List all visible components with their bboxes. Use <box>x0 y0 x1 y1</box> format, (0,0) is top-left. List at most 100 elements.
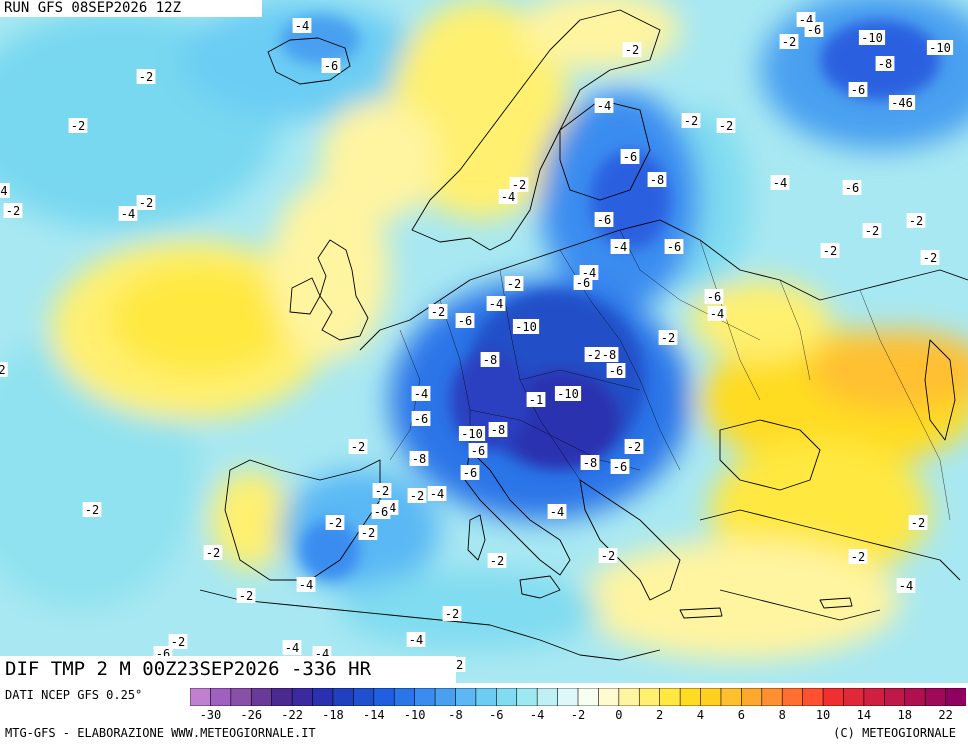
map-value-label-text: -2 <box>684 114 698 128</box>
colorbar-swatch <box>802 688 824 706</box>
colorbar-swatch <box>190 688 212 706</box>
map-value-label: -4 <box>610 239 630 254</box>
map-value-label-bg <box>504 276 524 291</box>
map-value-label: -46 <box>888 95 916 110</box>
map-value-label-bg <box>509 177 529 192</box>
map-value-label-text: -8 <box>878 57 892 71</box>
colorbar-tick-labels: -30-26-22-18-14-10-8-6-4-202468101418223… <box>190 708 966 722</box>
map-value-label-bg <box>908 515 928 530</box>
map-value-label-bg <box>647 172 667 187</box>
map-value-label: -10 <box>512 319 540 334</box>
map-value-label: -6 <box>842 180 862 195</box>
map-value-label: -8 <box>647 172 667 187</box>
colorbar-swatch <box>455 688 477 706</box>
colorbar-tick: -18 <box>322 708 344 722</box>
map-value-label-bg <box>594 212 614 227</box>
map-value-label-bg <box>598 548 618 563</box>
colorbar-tick: 14 <box>856 708 872 722</box>
map-value-label-bg <box>658 330 678 345</box>
map-value-label-text: -8 <box>602 348 616 362</box>
map-value-label-bg <box>282 640 302 655</box>
map-value-label: -6 <box>848 82 868 97</box>
map-value-label-bg <box>862 223 882 238</box>
map-value-label-text: -2 <box>661 331 675 345</box>
map-value-label: -8 <box>480 352 500 367</box>
map-value-label-text: -2 <box>507 277 521 291</box>
colorbar-swatch <box>210 688 232 706</box>
map-value-label-bg <box>906 213 926 228</box>
map-value-label: -6 <box>411 411 431 426</box>
map-value-label: -2 <box>622 42 642 57</box>
map-value-label-bg <box>296 577 316 592</box>
map-value-label-text: -8 <box>650 173 664 187</box>
colorbar-swatch <box>884 688 906 706</box>
map-value-label-text: -4 <box>597 99 611 113</box>
colorbar-swatch <box>271 688 293 706</box>
map-value-label-text: -10 <box>929 41 951 55</box>
colorbar-tick: -22 <box>281 708 303 722</box>
credit-right: (C) METEOGIORNALE <box>833 726 956 740</box>
map-value-label: 2 <box>0 362 8 377</box>
map-value-label-text: -2 <box>627 440 641 454</box>
map-value-label-text: -2 <box>909 214 923 228</box>
map-value-label-text: -6 <box>414 412 428 426</box>
map-value-label: -2 <box>442 606 462 621</box>
map-value-label-bg <box>526 392 546 407</box>
map-value-label-text: -2 <box>139 70 153 84</box>
map-value-label-bg <box>920 250 940 265</box>
map-value-label-text: -4 <box>501 190 515 204</box>
map-value-label: 4 <box>0 183 10 198</box>
colorbar-swatch <box>843 688 865 706</box>
map-value-label-bg <box>707 306 727 321</box>
map-value-label-text: -2 <box>410 489 424 503</box>
credit-left: MTG-GFS - ELABORAZIONE WWW.METEOGIORNALE… <box>5 726 316 740</box>
map-value-label-bg <box>458 426 486 441</box>
map-value-label-text: -2 <box>431 305 445 319</box>
map-value-label-text: -6 <box>458 314 472 328</box>
map-value-label: -2 <box>848 549 868 564</box>
map-value-label: -2 <box>487 553 507 568</box>
map-value-label-text: -4 <box>550 505 564 519</box>
map-value-label-bg <box>848 549 868 564</box>
colorbar-swatch <box>945 688 966 706</box>
colorbar-legend <box>190 688 966 706</box>
map-value-label: -2 <box>598 548 618 563</box>
map-value-label-text: -2 <box>328 516 342 530</box>
map-value-label-text: -4 <box>489 297 503 311</box>
map-value-label-text: -4 <box>430 487 444 501</box>
map-value-label-text: -2 <box>139 196 153 210</box>
anomaly-field <box>0 0 968 683</box>
map-value-label-text: -2 <box>85 503 99 517</box>
colorbar-swatch <box>741 688 763 706</box>
map-value-label-bg <box>858 30 886 45</box>
map-value-label-text: -6 <box>576 276 590 290</box>
map-value-label-text: -6 <box>707 290 721 304</box>
map-value-label-bg <box>427 486 447 501</box>
map-value-label: -2 <box>658 330 678 345</box>
borders <box>389 229 951 521</box>
map-value-label-text: -6 <box>845 181 859 195</box>
colorbar-swatch <box>863 688 885 706</box>
map-value-label: -4 <box>427 486 447 501</box>
map-value-label-bg <box>896 578 916 593</box>
map-value-label-bg <box>716 118 736 133</box>
map-value-label-text: -2 <box>625 43 639 57</box>
map-value-label-bg <box>0 362 8 377</box>
map-value-label-text: -4 <box>299 578 313 592</box>
map-value-label: -2 <box>348 439 368 454</box>
map-value-label-text: -2 <box>361 526 375 540</box>
map-value-label-bg <box>547 504 567 519</box>
map-value-label-bg <box>610 459 630 474</box>
map-value-label-bg <box>428 304 448 319</box>
map-value-label: -4 <box>896 578 916 593</box>
colorbar-swatch <box>781 688 804 706</box>
map-value-label: -2 <box>136 195 156 210</box>
map-value-label: -2 <box>908 515 928 530</box>
map-value-label-text: -6 <box>374 505 388 519</box>
colorbar-tick: -26 <box>240 708 263 722</box>
map-value-label: -2 <box>407 488 427 503</box>
map-value-label-bg <box>406 632 426 647</box>
map-value-label: -6 <box>371 504 391 519</box>
map-value-label-text: -6 <box>463 466 477 480</box>
map-value-label: -2 <box>203 545 223 560</box>
